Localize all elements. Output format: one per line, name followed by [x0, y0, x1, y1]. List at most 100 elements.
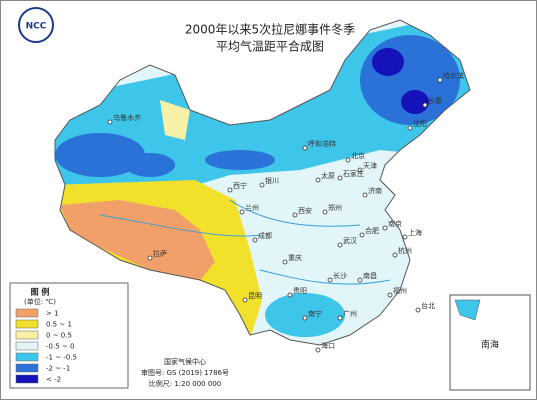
city-dot	[382, 225, 388, 231]
city-label: 郑州	[328, 204, 342, 212]
city-dot	[422, 102, 428, 108]
legend-swatch	[15, 308, 39, 318]
city-label: 成都	[258, 231, 272, 240]
city-dot	[357, 277, 363, 283]
region	[401, 90, 429, 114]
inset: 南海	[449, 294, 531, 391]
city-dot	[252, 237, 258, 243]
city-dot	[387, 292, 393, 298]
city-dot	[359, 232, 365, 238]
city-label: 广州	[343, 309, 357, 318]
city-dot	[357, 167, 363, 173]
region	[205, 150, 275, 170]
inset-label: 南海	[481, 339, 499, 351]
city-label: 哈尔滨	[443, 71, 464, 80]
city-label: 昆明	[248, 292, 262, 300]
city-label: 石家庄	[343, 169, 364, 178]
legend: 图 例 (单位: ℃) > 1 0.5 ~ 1 0 ~ 0.5 -0.5 ~ 0 -1 …	[9, 282, 129, 389]
city-label: 兰州	[245, 203, 259, 212]
city-dot	[437, 77, 443, 83]
city-dot	[147, 255, 153, 261]
legend-title: 图 例	[31, 287, 50, 297]
region	[55, 133, 145, 177]
legend-swatch	[15, 319, 39, 329]
legend-label: 0.5 ~ 1	[46, 321, 72, 329]
city-label: 上海	[408, 228, 422, 237]
logo	[18, 7, 54, 43]
city-label: 重庆	[288, 253, 302, 262]
region	[160, 100, 190, 140]
city-label: 西宁	[233, 181, 247, 190]
city-label: 银川	[265, 176, 279, 185]
legend-label: -0.5 ~ 0	[46, 343, 74, 351]
city-dot	[107, 119, 113, 125]
city-dot	[315, 177, 321, 183]
region	[60, 200, 215, 280]
city-dot	[322, 209, 328, 215]
region	[265, 293, 345, 337]
legend-label: > 1	[46, 310, 59, 318]
city-dot	[292, 212, 298, 218]
city-label: 济南	[368, 186, 382, 195]
legend-label: < -2	[46, 376, 61, 384]
legend-swatch	[15, 352, 39, 362]
city-label: 长春	[428, 96, 442, 105]
legend-label: -2 ~ -1	[46, 365, 70, 373]
legend-swatch	[15, 374, 39, 384]
city-dot	[302, 145, 308, 151]
city-label: 拉萨	[153, 249, 167, 258]
city-label: 贵阳	[293, 286, 307, 295]
city-dot	[337, 175, 343, 181]
city-label: 合肥	[365, 226, 379, 235]
city-label: 南昌	[363, 271, 377, 280]
footer: 审图号: GS (2019) 1786号	[141, 368, 229, 377]
city-label: 西安	[298, 206, 312, 215]
city-label: 北京	[351, 151, 365, 160]
city-label: 乌鲁木齐	[113, 113, 141, 122]
city-dot	[227, 187, 233, 193]
city-label: 福州	[393, 286, 407, 295]
city-dot	[302, 315, 308, 321]
inset-land	[454, 299, 481, 321]
city-label: 沈阳	[413, 119, 427, 128]
title: 2000年以来5次拉尼娜事件冬季	[185, 22, 355, 37]
city-label: 呼和浩特	[308, 139, 336, 148]
legend-label: -1 ~ -0.5	[46, 354, 77, 362]
city-dot	[242, 297, 248, 303]
title: 平均气温距平合成图	[216, 39, 324, 54]
city-dot	[415, 307, 421, 313]
city-label: 天津	[363, 162, 377, 170]
city-dot	[392, 252, 398, 258]
city-label: 武汉	[343, 236, 357, 245]
city-label: 太原	[321, 171, 335, 180]
legend-unit: (单位: ℃)	[24, 297, 56, 306]
city-label: 长沙	[333, 271, 347, 280]
legend-swatch	[15, 341, 39, 351]
city-dot	[315, 347, 321, 353]
city-dot	[402, 234, 408, 240]
city-dot	[287, 292, 293, 298]
city-dot	[282, 259, 288, 265]
region	[125, 153, 175, 177]
river	[99, 199, 391, 285]
city-label: 南京	[388, 219, 402, 228]
footer: 比例尺: 1:20 000 000	[149, 379, 221, 388]
region	[372, 48, 404, 76]
city-dot	[337, 315, 343, 321]
city-dot	[327, 277, 333, 283]
city-dot	[239, 209, 245, 215]
legend-swatch	[15, 330, 39, 340]
logo-text: NCC	[26, 22, 47, 32]
city-dot	[337, 242, 343, 248]
city-label: 台北	[421, 301, 435, 310]
legend-swatch	[15, 363, 39, 373]
city-dot	[345, 157, 351, 163]
footer: 国家气候中心	[164, 357, 206, 366]
legend-label: 0 ~ 0.5	[46, 332, 72, 340]
city-dot	[362, 192, 368, 198]
city-dot	[259, 182, 265, 188]
city-label: 南宁	[308, 309, 322, 318]
city-label: 杭州	[398, 246, 412, 255]
